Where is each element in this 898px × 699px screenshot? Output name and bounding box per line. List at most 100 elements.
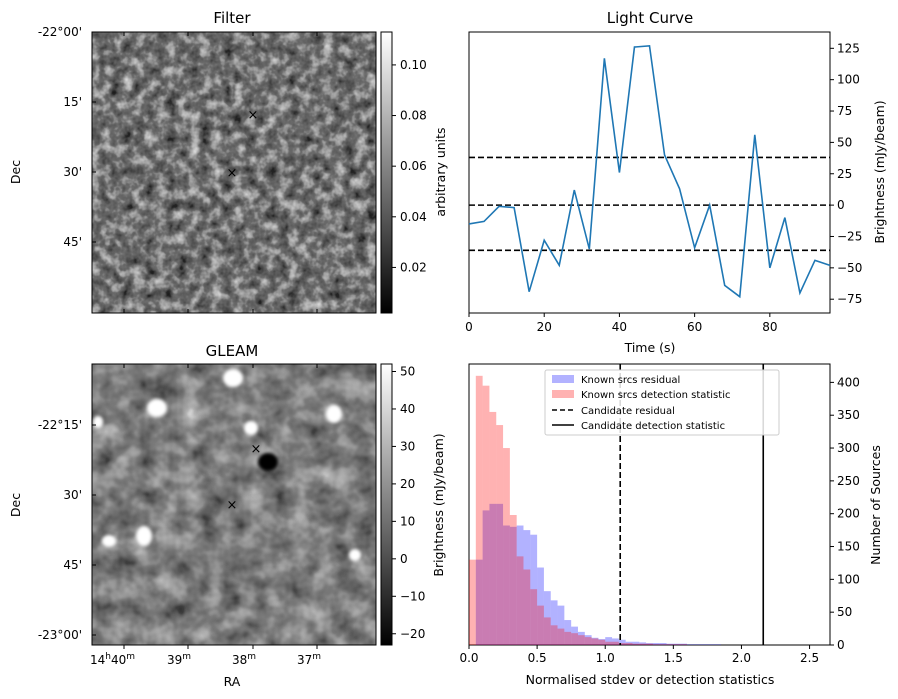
light-curve-panel: Light Curve 0 20 40 60 80 125 100 75 50 25 0 −25 −50… <box>465 9 887 355</box>
residual-bar <box>503 525 510 645</box>
residual-bar <box>632 641 640 645</box>
detection-bar <box>577 635 585 645</box>
x-tick-label: 1.5 <box>664 651 683 665</box>
detection-bar <box>537 605 544 645</box>
residual-bar <box>605 637 613 645</box>
y-tick-label: −50 <box>837 261 862 275</box>
filter-dec-tick-label: 45' <box>63 235 82 249</box>
residual-bar <box>659 643 667 645</box>
filter-ra-ticks <box>123 32 318 313</box>
colorbar-tick-label: 0.04 <box>400 210 427 224</box>
y-tick-label: 50 <box>837 605 852 619</box>
gleam-title: GLEAM <box>206 342 259 360</box>
filter-colorbar-label: arbitrary units <box>433 127 448 216</box>
residual-bar <box>523 530 531 645</box>
light-curve-title: Light Curve <box>607 9 693 27</box>
gleam-dec-tick-label: -22°15' <box>38 418 82 432</box>
filter-title: Filter <box>213 9 251 27</box>
legend-box <box>544 369 780 436</box>
detection-bar <box>646 643 653 645</box>
colorbar-tick-label: −10 <box>400 589 425 603</box>
gleam-dec-tick-label: 30' <box>63 488 82 502</box>
gleam-xlabel: RA <box>224 674 241 689</box>
ra-tick-label: 37m <box>297 652 321 667</box>
light-curve-line <box>468 44 831 299</box>
detection-bar <box>571 633 578 645</box>
detection-bar <box>666 644 674 645</box>
residual-bar <box>714 644 722 645</box>
filter-dec-tick-label: -22°00' <box>38 25 82 39</box>
residual-bar <box>598 639 606 645</box>
x-tick-label: 0 <box>465 320 473 334</box>
residual-bar <box>693 644 701 645</box>
gleam-ra-tick-labels: 14h40m 39m 38m 37m <box>90 652 321 667</box>
histogram-xlabel: Normalised stdev or detection statistics <box>526 672 775 687</box>
colorbar-tick-label: 0.06 <box>400 159 427 173</box>
residual-bar <box>700 644 708 645</box>
detection-bar <box>496 425 504 645</box>
gleam-blue-marker: × <box>251 442 262 457</box>
detection-bar <box>557 628 565 645</box>
residual-bar <box>537 567 544 645</box>
x-tick-label: 80 <box>762 320 777 334</box>
residual-bar <box>489 503 497 645</box>
detection-bar <box>530 589 538 645</box>
detection-bar <box>509 515 517 645</box>
detection-bar <box>503 448 510 645</box>
residual-bar <box>564 620 572 645</box>
colorbar-tick-label: 10 <box>400 514 415 528</box>
gleam-ylabel: Dec <box>8 493 23 517</box>
ra-tick-label: 39m <box>167 652 191 667</box>
legend-swatch-detection <box>552 390 574 398</box>
legend-label: Known srcs detection statistic <box>581 390 730 401</box>
gleam-bright-sources <box>93 369 361 561</box>
detection-bar <box>625 643 633 645</box>
detection-bar <box>680 644 687 645</box>
residual-bar <box>475 559 483 645</box>
y-tick-label: 25 <box>837 167 852 181</box>
residual-bar <box>509 526 517 645</box>
y-tick-label: 250 <box>837 474 860 488</box>
residual-bar <box>707 644 715 645</box>
colorbar-tick-label: 0.10 <box>400 58 427 72</box>
residual-bar <box>612 638 619 645</box>
gleam-image <box>92 364 376 645</box>
gleam-dec-ticks <box>92 424 96 636</box>
filter-dec-ticks: -22°00' 15' 30' 45' <box>38 25 96 249</box>
legend-label: Candidate detection statistic <box>581 421 725 432</box>
detection-bar <box>489 411 497 645</box>
filter-blue-marker: × <box>248 108 259 123</box>
residual-bar <box>591 637 599 645</box>
light-curve-ylabel: Brightness (mJy/beam) <box>872 100 887 243</box>
residual-bar <box>482 510 490 645</box>
detection-bar <box>652 644 660 645</box>
detection-bar <box>550 625 558 645</box>
residual-bar <box>652 643 660 645</box>
gleam-red-marker: × <box>227 498 238 513</box>
detection-bar <box>612 641 619 645</box>
legend-label: Known srcs residual <box>581 375 680 386</box>
detection-bar <box>584 637 592 645</box>
residual-bar <box>646 643 653 645</box>
histogram-legend: Known srcs residual Known srcs detection… <box>544 369 780 436</box>
detection-bar <box>475 375 483 645</box>
gleam-panel: GLEAM × × -22°15' 30' 45' <box>8 342 446 689</box>
x-tick-label: 60 <box>687 320 702 334</box>
ra-tick-label: 14h40m <box>90 652 135 667</box>
residual-bar <box>639 642 647 645</box>
detection-bar <box>618 643 626 645</box>
y-tick-label: 100 <box>837 73 860 87</box>
y-tick-label: 75 <box>837 104 852 118</box>
detection-bar <box>673 644 681 645</box>
x-tick-label: 0.5 <box>528 651 547 665</box>
residual-bar <box>584 635 592 645</box>
colorbar-tick-label: 40 <box>400 402 415 416</box>
histogram-frame <box>468 363 831 646</box>
histogram-panel: 0.0 0.5 1.0 1.5 2.0 2.5 0 50 100 150 200 250 300 350 4… <box>459 363 883 687</box>
y-tick-label: 350 <box>837 408 860 422</box>
y-tick-label: 400 <box>837 375 860 389</box>
residual-bar <box>516 525 524 645</box>
light-curve-frame <box>468 31 831 314</box>
y-tick-label: 50 <box>837 135 852 149</box>
